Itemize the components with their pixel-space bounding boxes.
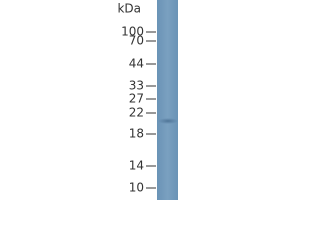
marker-label: 100 bbox=[121, 25, 144, 39]
marker-label: 14 bbox=[129, 159, 144, 173]
band bbox=[158, 118, 178, 124]
marker-label: 33 bbox=[129, 79, 144, 93]
marker-label: 70 bbox=[129, 34, 144, 48]
marker-label: 18 bbox=[129, 127, 144, 141]
marker-label: 22 bbox=[129, 106, 144, 120]
unit-label: kDa bbox=[117, 2, 141, 16]
marker-label: 27 bbox=[129, 92, 144, 106]
marker-label: 44 bbox=[129, 57, 144, 71]
marker-label: 10 bbox=[129, 181, 144, 195]
lane bbox=[157, 0, 178, 200]
